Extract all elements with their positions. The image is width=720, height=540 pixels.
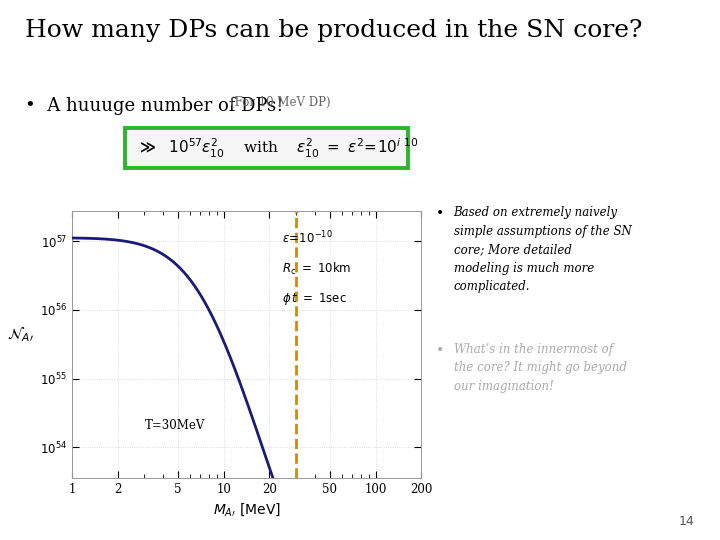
Text: $\epsilon\!=\!10^{-10}$: $\epsilon\!=\!10^{-10}$ xyxy=(282,230,333,246)
Text: What’s in the innermost of
the core? It might go beyond
our imagination!: What’s in the innermost of the core? It … xyxy=(454,343,626,393)
Text: 14: 14 xyxy=(679,515,695,528)
FancyBboxPatch shape xyxy=(125,128,408,168)
Text: Based on extremely naively
simple assumptions of the SN
core; More detailed
mode: Based on extremely naively simple assump… xyxy=(454,206,631,293)
Text: T=30MeV: T=30MeV xyxy=(145,419,206,432)
Text: •  A huuuge number of DPs!: • A huuuge number of DPs! xyxy=(25,97,284,115)
Text: $\phi\,t\ =\ 1\mathrm{sec}$: $\phi\,t\ =\ 1\mathrm{sec}$ xyxy=(282,291,346,307)
Text: •: • xyxy=(436,206,444,220)
Text: $R_\mathrm{c}\ =\ 10\mathrm{km}$: $R_\mathrm{c}\ =\ 10\mathrm{km}$ xyxy=(282,261,351,278)
Y-axis label: $\mathcal{N}_{A\prime}$: $\mathcal{N}_{A\prime}$ xyxy=(7,326,34,345)
Text: How many DPs can be produced in the SN core?: How many DPs can be produced in the SN c… xyxy=(25,19,643,42)
Text: (For 10 MeV DP): (For 10 MeV DP) xyxy=(230,96,331,109)
Text: $\mathbf{\gg}$  $10^{57}\varepsilon^2_{10}$    with    $\varepsilon^2_{10}\ =\ \: $\mathbf{\gg}$ $10^{57}\varepsilon^2_{10… xyxy=(137,137,418,159)
Text: •: • xyxy=(436,343,444,357)
X-axis label: $M_{A\prime}\ \mathrm{[MeV]}$: $M_{A\prime}\ \mathrm{[MeV]}$ xyxy=(212,501,281,518)
